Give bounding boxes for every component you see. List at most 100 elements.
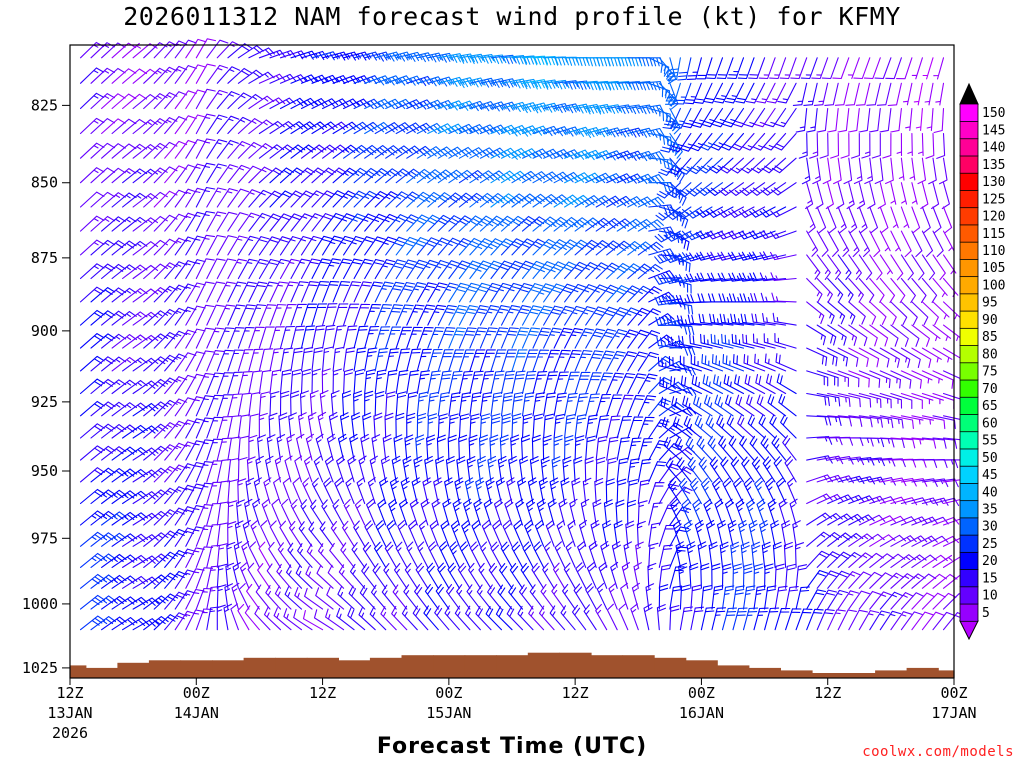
colorbar-swatch bbox=[959, 224, 979, 243]
wind-barb bbox=[543, 541, 555, 568]
wind-barb bbox=[812, 157, 821, 185]
wind-barb bbox=[415, 562, 429, 589]
wind-barb bbox=[469, 305, 489, 326]
wind-barb bbox=[304, 587, 324, 610]
wind-barb bbox=[637, 479, 650, 505]
wind-barb bbox=[237, 435, 249, 461]
wind-barb bbox=[101, 553, 127, 568]
colorbar-swatch bbox=[959, 155, 979, 174]
wind-barb bbox=[869, 591, 892, 610]
wind-barb bbox=[302, 477, 313, 505]
wind-barb bbox=[574, 435, 585, 461]
wind-barb bbox=[742, 585, 756, 610]
wind-barb bbox=[469, 54, 496, 64]
wind-barb bbox=[290, 121, 317, 135]
wind-barb bbox=[621, 562, 631, 589]
colorbar-swatch bbox=[959, 517, 979, 536]
wind-barb bbox=[315, 433, 324, 461]
wind-barb bbox=[143, 215, 168, 232]
wind-barb bbox=[703, 498, 713, 526]
wind-barb bbox=[827, 415, 852, 427]
wind-barb bbox=[90, 595, 116, 610]
wind-barb bbox=[574, 127, 602, 139]
wind-barb bbox=[885, 157, 894, 185]
wind-barb bbox=[710, 132, 734, 151]
wind-barb bbox=[294, 455, 303, 483]
wind-barb bbox=[195, 234, 216, 256]
wind-barb bbox=[766, 82, 787, 104]
wind-barb bbox=[101, 532, 127, 547]
wind-barb bbox=[714, 498, 724, 526]
wind-barb bbox=[216, 281, 236, 303]
wind-barb bbox=[921, 554, 948, 568]
wind-barb bbox=[90, 489, 116, 505]
wind-barb bbox=[490, 327, 509, 349]
wind-barb bbox=[479, 413, 491, 439]
wind-barb bbox=[743, 477, 755, 505]
wind-barb bbox=[774, 585, 788, 610]
wind-barb bbox=[742, 563, 753, 589]
wind-barb bbox=[132, 334, 159, 349]
wind-barb bbox=[637, 351, 659, 372]
wind-barb bbox=[578, 519, 587, 547]
wind-barb bbox=[490, 370, 505, 395]
wind-barb bbox=[385, 348, 400, 372]
wind-barb bbox=[437, 349, 454, 372]
wind-barb bbox=[508, 455, 518, 483]
wind-barb bbox=[837, 347, 859, 367]
wind-barb bbox=[406, 326, 423, 349]
wind-barb bbox=[543, 392, 557, 417]
wind-barb bbox=[266, 434, 276, 461]
wind-barb bbox=[900, 592, 925, 610]
wind-barb bbox=[237, 189, 261, 208]
wind-barb bbox=[353, 144, 380, 159]
wind-barb bbox=[416, 52, 444, 63]
colorbar-swatch bbox=[959, 241, 979, 260]
wind-barb bbox=[490, 193, 516, 208]
wind-barb bbox=[595, 195, 622, 208]
wind-barb bbox=[403, 584, 418, 610]
wind-barb bbox=[328, 411, 338, 439]
wind-barb bbox=[921, 301, 939, 326]
wind-barb bbox=[237, 457, 248, 483]
wind-barb bbox=[490, 392, 503, 417]
wind-barb bbox=[716, 57, 734, 80]
wind-barb bbox=[592, 499, 602, 526]
wind-barb bbox=[227, 371, 243, 395]
wind-barb bbox=[848, 571, 872, 589]
wind-barb bbox=[735, 82, 755, 104]
wind-barb bbox=[237, 165, 262, 184]
wind-barb bbox=[769, 57, 787, 80]
wind-barb bbox=[921, 277, 938, 303]
wind-barb bbox=[265, 584, 282, 610]
wind-barb bbox=[500, 282, 523, 303]
wind-barb bbox=[195, 417, 214, 439]
wind-barb bbox=[827, 206, 837, 234]
credit-link[interactable]: coolwx.com/models bbox=[862, 744, 1014, 760]
wind-barb bbox=[479, 193, 506, 208]
wind-barb bbox=[458, 349, 475, 372]
wind-barb bbox=[932, 277, 948, 298]
wind-barb bbox=[728, 272, 755, 282]
wind-barb bbox=[406, 52, 433, 63]
wind-barb bbox=[288, 520, 303, 547]
wind-barb bbox=[195, 372, 215, 395]
wind-barb bbox=[311, 477, 324, 505]
wind-barb bbox=[448, 349, 465, 372]
wind-barb bbox=[500, 305, 521, 326]
wind-barb bbox=[806, 512, 833, 526]
terrain-step bbox=[212, 660, 245, 678]
wind-barb bbox=[759, 520, 769, 547]
wind-barb bbox=[547, 498, 557, 526]
wind-barb bbox=[705, 415, 724, 439]
wind-barb bbox=[740, 157, 766, 174]
wind-barb bbox=[759, 206, 787, 218]
wind-barb bbox=[427, 348, 443, 372]
wind-barb bbox=[427, 370, 441, 395]
wind-barb bbox=[490, 541, 503, 568]
wind-barb bbox=[268, 412, 278, 439]
wind-barb bbox=[827, 277, 844, 303]
wind-barb bbox=[762, 456, 776, 483]
wind-barb bbox=[153, 422, 178, 439]
wind-barb bbox=[866, 82, 881, 106]
